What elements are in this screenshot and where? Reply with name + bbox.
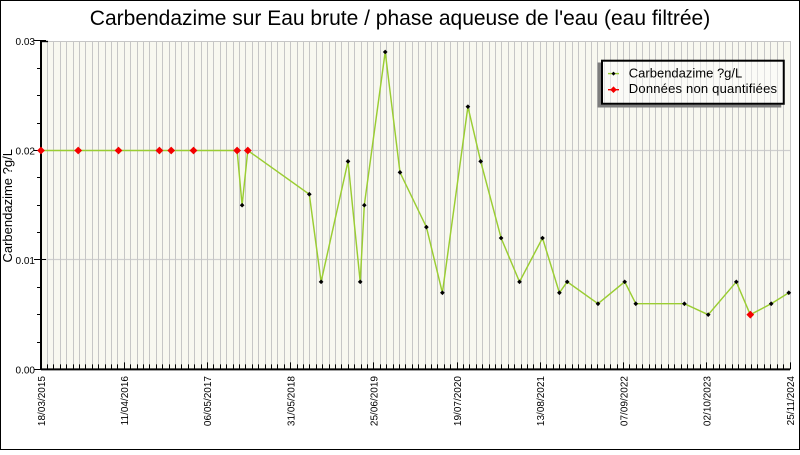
- svg-text:Carbendazime ?g/L: Carbendazime ?g/L: [0, 149, 15, 262]
- svg-text:Données non quantifiées: Données non quantifiées: [629, 81, 778, 96]
- svg-text:0.03: 0.03: [16, 37, 36, 48]
- svg-text:0.00: 0.00: [16, 365, 36, 376]
- svg-text:Carbendazime ?g/L: Carbendazime ?g/L: [629, 65, 742, 80]
- svg-text:02/10/2023: 02/10/2023: [703, 376, 714, 426]
- svg-text:25/06/2019: 25/06/2019: [370, 376, 381, 426]
- svg-text:13/08/2021: 13/08/2021: [536, 376, 547, 426]
- svg-text:07/09/2022: 07/09/2022: [619, 376, 630, 426]
- svg-text:0.01: 0.01: [16, 256, 36, 267]
- svg-text:0.02: 0.02: [16, 146, 36, 157]
- svg-text:11/04/2016: 11/04/2016: [120, 376, 131, 426]
- svg-text:Carbendazime sur Eau brute / p: Carbendazime sur Eau brute / phase aqueu…: [90, 7, 710, 30]
- svg-text:06/05/2017: 06/05/2017: [203, 376, 214, 426]
- svg-text:18/03/2015: 18/03/2015: [37, 376, 48, 426]
- svg-text:25/11/2024: 25/11/2024: [786, 376, 797, 426]
- svg-text:31/05/2018: 31/05/2018: [287, 376, 298, 426]
- svg-text:19/07/2020: 19/07/2020: [453, 376, 464, 426]
